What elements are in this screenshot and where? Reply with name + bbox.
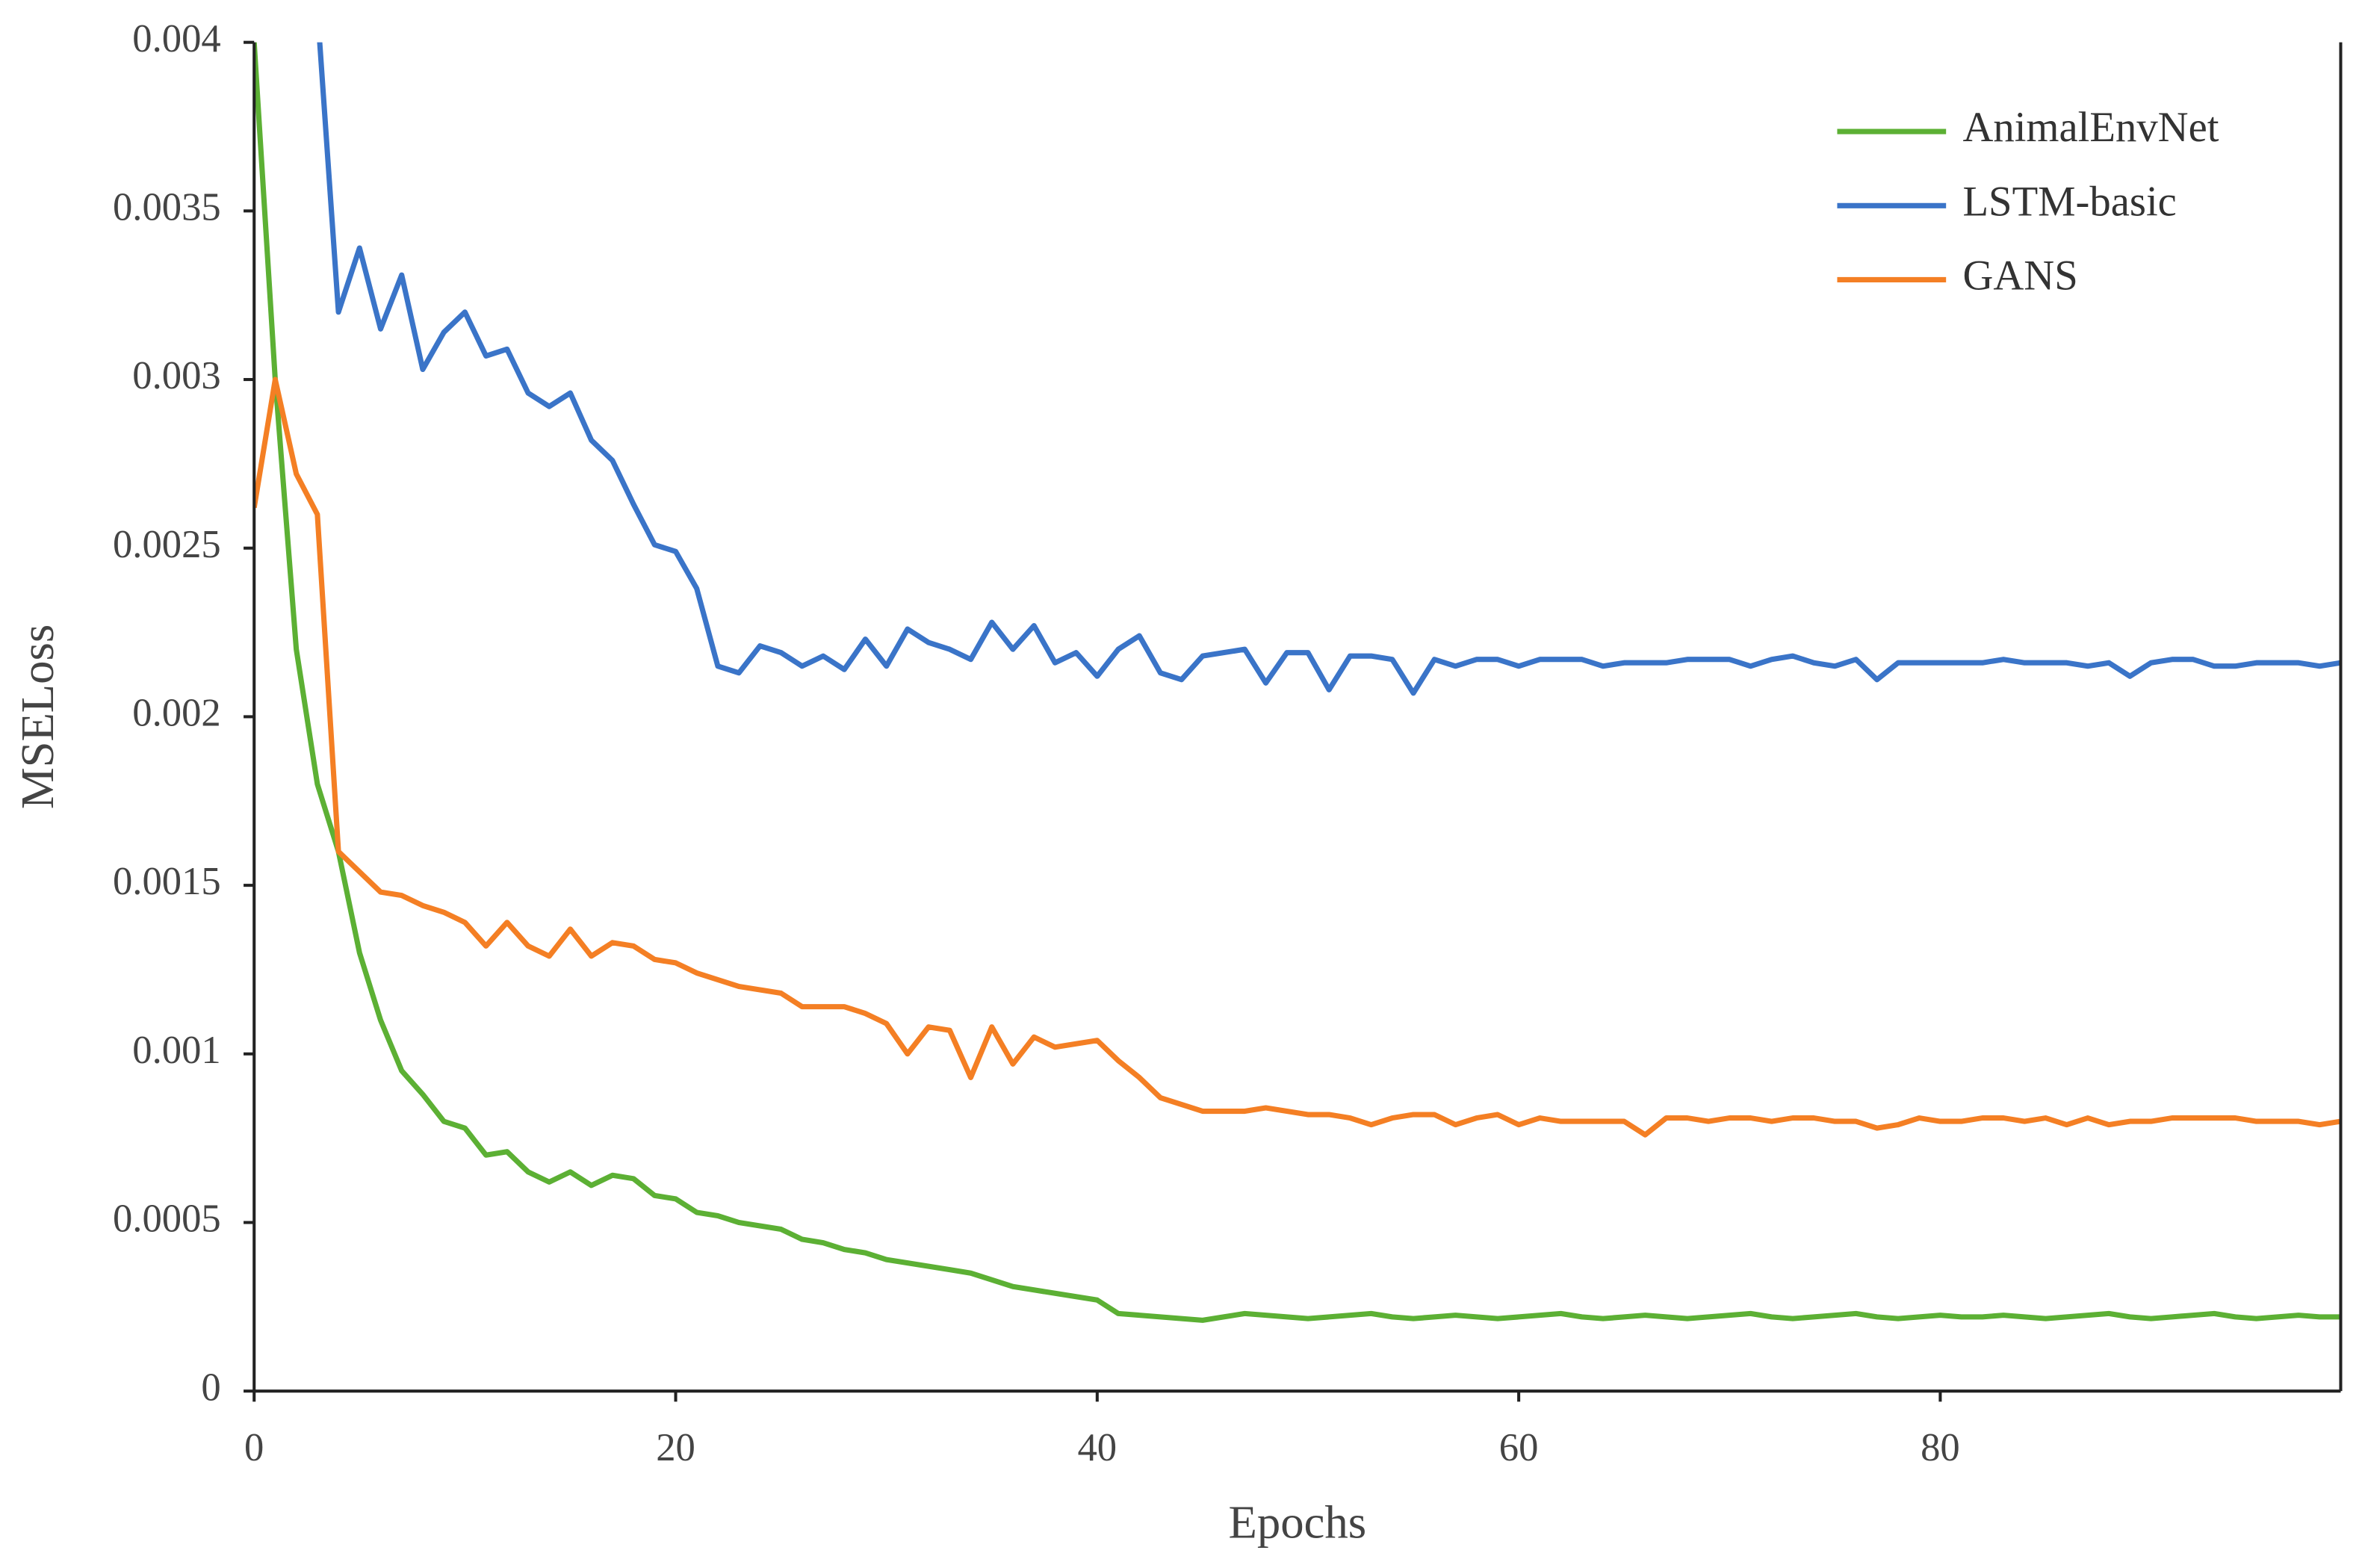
y-tick-label: 0.0005 bbox=[113, 1197, 221, 1241]
x-tick-label: 60 bbox=[1499, 1426, 1539, 1469]
y-tick-label: 0.0035 bbox=[113, 185, 221, 229]
y-tick-label: 0.001 bbox=[132, 1029, 220, 1072]
series-line bbox=[254, 376, 2341, 1138]
y-tick-label: 0.002 bbox=[132, 692, 220, 735]
legend-label: LSTM-basic bbox=[1962, 179, 2176, 225]
legend-label: GANS bbox=[1962, 252, 2077, 299]
plot-area bbox=[254, 42, 2341, 1323]
y-tick-label: 0.004 bbox=[132, 17, 220, 61]
y-tick-label: 0.003 bbox=[132, 354, 220, 397]
x-tick-label: 80 bbox=[1921, 1426, 1960, 1469]
series-line bbox=[317, 42, 2341, 696]
x-tick-label: 20 bbox=[656, 1426, 695, 1469]
y-tick-label: 0 bbox=[201, 1366, 220, 1409]
y-axis-label: MSELoss bbox=[11, 625, 63, 810]
y-tick-label: 0.0015 bbox=[113, 860, 221, 903]
series-line bbox=[254, 42, 2341, 1323]
x-tick-label: 40 bbox=[1078, 1426, 1118, 1469]
legend-label: AnimalEnvNet bbox=[1962, 105, 2219, 151]
x-tick-label: 0 bbox=[244, 1426, 264, 1469]
x-axis-label: Epochs bbox=[1229, 1496, 1367, 1549]
y-tick-label: 0.0025 bbox=[113, 523, 221, 566]
